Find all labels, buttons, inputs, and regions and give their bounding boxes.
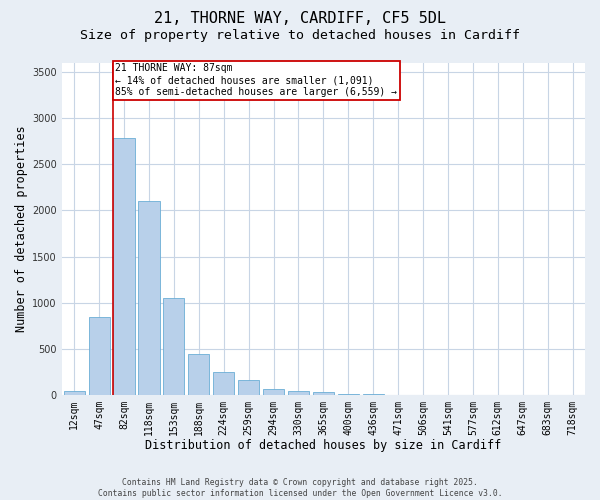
- Bar: [313, 392, 334, 395]
- Text: 21 THORNE WAY: 87sqm
← 14% of detached houses are smaller (1,091)
85% of semi-de: 21 THORNE WAY: 87sqm ← 14% of detached h…: [115, 64, 397, 96]
- Bar: [113, 138, 134, 395]
- Bar: [139, 201, 160, 395]
- Y-axis label: Number of detached properties: Number of detached properties: [15, 126, 28, 332]
- Bar: [238, 380, 259, 395]
- Bar: [338, 394, 359, 395]
- Bar: [163, 298, 184, 395]
- Bar: [362, 394, 384, 395]
- Text: Size of property relative to detached houses in Cardiff: Size of property relative to detached ho…: [80, 29, 520, 42]
- Bar: [263, 389, 284, 395]
- Bar: [64, 390, 85, 395]
- Bar: [288, 391, 309, 395]
- Bar: [213, 372, 235, 395]
- Text: Contains HM Land Registry data © Crown copyright and database right 2025.
Contai: Contains HM Land Registry data © Crown c…: [98, 478, 502, 498]
- Text: 21, THORNE WAY, CARDIFF, CF5 5DL: 21, THORNE WAY, CARDIFF, CF5 5DL: [154, 11, 446, 26]
- Bar: [89, 316, 110, 395]
- Bar: [188, 354, 209, 395]
- X-axis label: Distribution of detached houses by size in Cardiff: Distribution of detached houses by size …: [145, 440, 502, 452]
